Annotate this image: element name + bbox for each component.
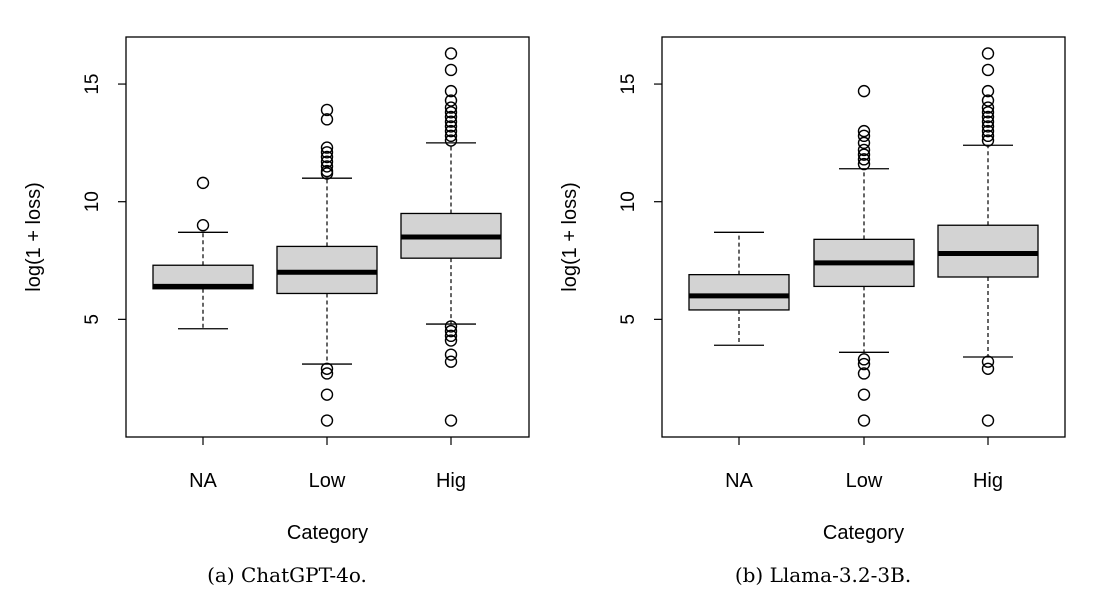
outlier-point	[320, 362, 334, 375]
outlier-point	[444, 110, 458, 124]
box-low	[276, 103, 378, 427]
iqr-box	[688, 273, 790, 311]
outlier-point	[444, 324, 458, 338]
outlier-point	[320, 103, 334, 117]
outlier-point	[857, 136, 871, 150]
y-axis-label: log(1 + loss)	[559, 182, 581, 292]
outlier-point	[444, 124, 458, 138]
outlier-point	[981, 115, 995, 128]
outlier-point	[857, 357, 871, 371]
outlier-point	[857, 84, 871, 98]
outlier-point	[444, 348, 458, 361]
outlier-point	[444, 115, 458, 128]
outlier-point	[857, 129, 871, 143]
box-low	[813, 84, 915, 427]
outlier-point	[981, 414, 995, 427]
box-na	[688, 231, 790, 346]
outlier-point	[320, 367, 334, 380]
outlier-point	[444, 47, 458, 60]
outlier-point	[857, 388, 871, 401]
outlier-point	[857, 153, 871, 166]
outlier-point	[196, 176, 210, 190]
outlier-point	[981, 362, 995, 375]
outlier-point	[320, 141, 334, 154]
outlier-point	[320, 160, 334, 173]
figure-caption: (a) ChatGPT-4o.	[207, 563, 367, 587]
box-na	[152, 176, 254, 330]
y-tick-label: 15	[618, 73, 639, 94]
figure-caption: (b) Llama-3.2-3B.	[735, 563, 911, 587]
y-tick-label: 5	[82, 314, 103, 325]
outlier-point	[981, 355, 995, 368]
y-tick-label: 15	[82, 73, 103, 94]
outlier-point	[857, 414, 871, 427]
outlier-point	[444, 94, 458, 107]
y-axis-label: log(1 + loss)	[23, 182, 45, 292]
outlier-point	[320, 146, 334, 159]
outlier-point	[444, 84, 458, 98]
x-axis-label: Category	[287, 522, 368, 544]
outlier-point	[444, 334, 458, 347]
x-tick-label: Low	[846, 470, 883, 492]
box-hig	[937, 47, 1039, 427]
outlier-point	[320, 155, 334, 168]
outlier-point	[444, 329, 458, 343]
outlier-point	[857, 124, 871, 138]
outlier-point	[981, 120, 995, 133]
outlier-point	[857, 367, 871, 380]
x-tick-label: NA	[725, 470, 753, 492]
outlier-point	[857, 148, 871, 161]
outlier-point	[444, 355, 458, 368]
x-tick-label: Hig	[436, 470, 466, 492]
outlier-point	[320, 113, 334, 126]
x-tick-label: Low	[309, 470, 346, 492]
outlier-point	[444, 63, 458, 77]
outlier-point	[981, 84, 995, 98]
outlier-point	[320, 414, 334, 427]
outlier-point	[981, 124, 995, 138]
outlier-point	[444, 106, 458, 119]
outlier-point	[444, 129, 458, 143]
outlier-point	[981, 101, 995, 114]
outlier-point	[857, 157, 871, 171]
y-tick-label: 10	[618, 191, 639, 212]
x-tick-label: NA	[189, 470, 217, 492]
outlier-point	[444, 414, 458, 427]
x-axis-label: Category	[823, 522, 904, 544]
outlier-point	[444, 120, 458, 133]
outlier-point	[444, 134, 458, 147]
panel-a: 5 10 15 log(1 + loss) NA Low Hig Category (a) Ch…	[23, 36, 530, 587]
outlier-point	[981, 106, 995, 119]
outlier-point	[196, 219, 210, 232]
outlier-point	[981, 47, 995, 60]
box-hig	[400, 47, 502, 427]
outlier-point	[981, 110, 995, 124]
outlier-point	[981, 63, 995, 77]
outlier-point	[444, 320, 458, 333]
panel-b: 5 10 15 log(1 + loss) NA Low Hig Category (b) Ll…	[559, 36, 1066, 587]
x-tick-label: Hig	[973, 470, 1003, 492]
outlier-point	[981, 129, 995, 143]
outlier-point	[444, 101, 458, 114]
outlier-point	[320, 388, 334, 401]
outlier-point	[320, 150, 334, 164]
outlier-point	[981, 94, 995, 107]
outlier-point	[320, 164, 334, 178]
outlier-point	[981, 134, 995, 147]
y-tick-label: 10	[82, 191, 103, 212]
y-tick-label: 5	[618, 314, 639, 325]
outlier-point	[857, 143, 871, 157]
outlier-point	[857, 353, 871, 366]
